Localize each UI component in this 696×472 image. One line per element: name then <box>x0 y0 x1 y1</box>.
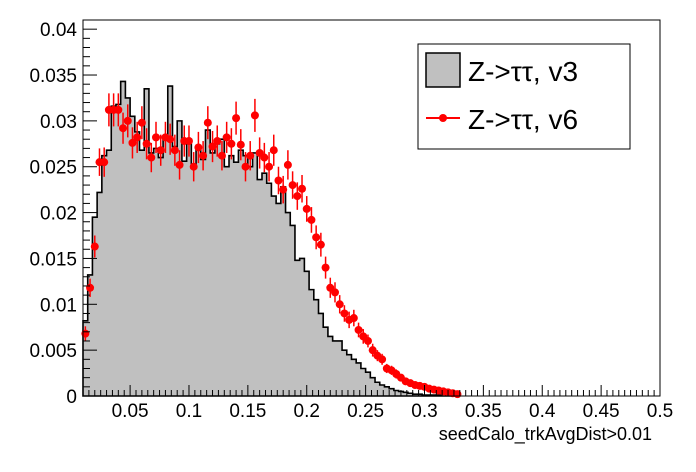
x-axis-title: seedCalo_trkAvgDist>0.01 <box>439 424 652 445</box>
v6-data-point <box>232 114 241 123</box>
y-tick-label: 0.005 <box>29 341 77 362</box>
v6-data-point <box>316 240 325 249</box>
v6-data-point <box>119 124 128 133</box>
v6-marker-layer <box>81 93 462 399</box>
v6-data-point <box>147 153 156 162</box>
legend-v3-label: Z->ττ, v3 <box>468 56 578 87</box>
v6-data-point <box>90 242 99 251</box>
x-tick-label: 0.45 <box>583 401 620 422</box>
x-tick-label: 0.25 <box>347 401 384 422</box>
v6-data-point <box>170 146 179 155</box>
y-tick-label: 0.035 <box>29 66 77 87</box>
v6-data-point <box>340 309 349 318</box>
v6-data-point <box>156 146 165 155</box>
v6-data-point <box>246 151 255 160</box>
y-tick-label: 0.015 <box>29 249 77 270</box>
v6-data-point <box>213 137 222 146</box>
v3-histogram-area <box>82 80 460 397</box>
v6-data-point <box>152 133 161 142</box>
v6-data-point <box>123 116 132 125</box>
v6-data-point <box>302 204 311 213</box>
v6-data-point <box>265 162 274 171</box>
v6-data-point <box>227 139 236 148</box>
v6-data-point <box>222 133 231 142</box>
x-tick-label: 0.1 <box>176 401 202 422</box>
v6-data-point <box>312 233 321 242</box>
v6-data-point <box>269 146 278 155</box>
v6-data-point <box>133 133 142 142</box>
v6-data-point <box>166 135 175 144</box>
axes-layer: 0.05 0.1 0.15 0.2 0.25 0.3 0.35 0.4 0.45 0.5 0 0.00… <box>29 19 673 422</box>
v6-data-point <box>307 215 316 224</box>
v6-data-point <box>321 263 330 272</box>
v6-data-point <box>260 153 269 162</box>
v6-data-point <box>128 138 137 147</box>
x-tick-label: 0.15 <box>229 401 266 422</box>
x-tick-label: 0.2 <box>294 401 320 422</box>
x-tick-label: 0.4 <box>529 401 556 422</box>
v6-data-point <box>189 162 198 171</box>
v6-data-point <box>142 139 151 148</box>
legend-v3-swatch <box>425 52 461 88</box>
v6-data-point <box>293 192 302 201</box>
v6-data-point <box>288 181 297 190</box>
v6-data-point <box>114 105 123 114</box>
v6-data-point <box>86 283 95 292</box>
v6-data-point <box>335 300 344 309</box>
v6-data-point <box>137 118 146 127</box>
v6-data-point <box>100 158 109 167</box>
x-tick-label: 0.3 <box>411 401 437 422</box>
v6-data-point <box>349 314 358 323</box>
v6-data-point <box>203 118 212 127</box>
v6-data-point <box>194 143 203 152</box>
v6-data-point <box>236 140 245 149</box>
v6-data-point <box>354 325 363 334</box>
x-tick-label: 0.35 <box>465 401 502 422</box>
v6-data-point <box>184 137 193 146</box>
y-tick-label: 0.01 <box>40 295 77 316</box>
v6-data-point <box>175 160 184 169</box>
y-tick-label: 0.04 <box>40 20 77 41</box>
v6-data-point <box>283 160 292 169</box>
v6-data-point <box>279 185 288 194</box>
v6-data-point <box>217 151 226 160</box>
x-tick-label: 0.05 <box>112 401 149 422</box>
legend-v6-label: Z->ττ, v6 <box>468 104 578 135</box>
v6-data-point <box>378 355 387 364</box>
v6-data-point <box>199 151 208 160</box>
legend-v6-marker <box>439 114 447 122</box>
v6-data-point <box>250 111 259 120</box>
v6-data-point <box>298 184 307 193</box>
v6-data-point <box>208 142 217 151</box>
y-tick-label: 0.025 <box>29 158 77 179</box>
v6-data-point <box>330 288 339 297</box>
v6-data-point <box>241 162 250 171</box>
x-tick-label: 0.5 <box>647 401 673 422</box>
y-tick-label: 0 <box>66 387 77 408</box>
y-tick-label: 0.02 <box>40 204 77 225</box>
v6-data-point <box>368 346 377 355</box>
v6-data-point <box>274 176 283 185</box>
y-tick-label: 0.03 <box>40 112 77 133</box>
v6-data-point <box>363 336 372 345</box>
v3-histogram-layer <box>82 80 460 397</box>
legend: Z->ττ, v3 Z->ττ, v6 <box>417 43 631 150</box>
